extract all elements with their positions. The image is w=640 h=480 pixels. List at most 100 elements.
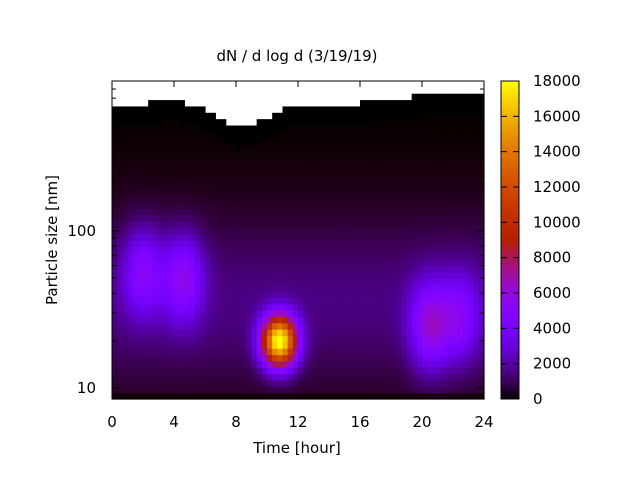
heatmap-cell [396,182,402,190]
heatmap-cell [272,316,278,324]
heatmap-cell [442,278,449,286]
heatmap-cell [401,214,408,222]
heatmap-cell [174,195,180,203]
heatmap-cell [422,246,428,254]
heatmap-cell [396,150,402,158]
heatmap-cell [199,138,206,146]
heatmap-cell [153,214,160,222]
heatmap-cell [153,322,160,330]
heatmap-cell [194,220,201,228]
heatmap-cell [360,246,366,254]
heatmap-cell [282,170,289,177]
heatmap-cell [267,240,273,247]
heatmap-cell [168,150,175,158]
heatmap-cell [112,220,118,228]
heatmap-cell [236,227,242,235]
heatmap-cell [122,316,129,324]
heatmap-cell [117,170,123,177]
heatmap-cell [158,100,165,108]
heatmap-cell [334,131,340,139]
heatmap-cell [396,316,402,324]
heatmap-cell [220,208,227,216]
heatmap-cell [396,233,402,241]
heatmap-cell [194,189,201,197]
heatmap-cell [442,322,449,330]
heatmap-cell [313,348,320,356]
heatmap-cell [210,392,216,400]
heatmap-cell [401,144,408,152]
heatmap-cell [308,240,315,247]
heatmap-cell [184,189,191,197]
heatmap-cell [380,290,387,298]
heatmap-cell [370,367,377,375]
heatmap-cell [354,150,361,158]
heatmap-cell [344,290,351,298]
heatmap-cell [287,379,294,387]
heatmap-cell [385,131,392,139]
heatmap-cell [282,348,289,356]
heatmap-cell [137,373,144,381]
heatmap-cell [272,214,278,222]
heatmap-cell [184,119,191,127]
heatmap-cell [122,157,129,165]
heatmap-cell [396,367,402,375]
heatmap-cell [277,259,284,267]
heatmap-cell [179,297,185,305]
heatmap-cell [442,195,449,203]
heatmap-cell [174,367,180,375]
heatmap-cell [267,182,273,190]
heatmap-cell [380,189,387,197]
heatmap-cell [422,379,428,387]
heatmap-cell [168,297,175,305]
heatmap-cell [458,259,464,267]
heatmap-cell [360,119,366,127]
heatmap-cell [349,208,356,216]
heatmap-cell [432,100,439,108]
heatmap-cell [148,214,154,222]
heatmap-cell [236,392,242,400]
heatmap-cell [427,309,433,317]
heatmap-cell [143,354,149,362]
heatmap-cell [189,252,196,260]
heatmap-cell [189,182,196,190]
heatmap-cell [453,246,459,254]
heatmap-cell [329,112,335,120]
heatmap-cell [344,112,351,120]
heatmap-cell [236,386,242,394]
heatmap-cell [406,170,413,177]
heatmap-cell [230,240,237,247]
heatmap-cell [256,367,263,375]
heatmap-cell [375,131,382,139]
heatmap-cell [303,379,309,387]
heatmap-cell [189,348,196,356]
heatmap-cell [267,271,273,279]
heatmap-cell [256,220,263,228]
heatmap-cell [339,329,346,336]
heatmap-cell [463,195,470,203]
heatmap-cell [194,335,201,343]
heatmap-cell [308,329,315,336]
heatmap-cell [303,271,309,279]
heatmap-cell [210,170,216,177]
heatmap-cell [122,163,129,171]
heatmap-cell [122,271,129,279]
heatmap-cell [267,252,273,260]
heatmap-cell [117,392,123,400]
heatmap-cell [375,271,382,279]
heatmap-cell [453,265,459,273]
heatmap-cell [205,112,211,120]
heatmap-cell [396,309,402,317]
heatmap-cell [189,195,196,203]
heatmap-cell [153,125,160,133]
heatmap-cell [230,176,237,184]
heatmap-cell [375,278,382,286]
heatmap-cell [261,214,268,222]
heatmap-cell [365,195,371,203]
heatmap-cell [112,303,118,311]
heatmap-cell [174,182,180,190]
heatmap-cell [168,379,175,387]
heatmap-cell [298,157,304,165]
heatmap-cell [153,284,160,292]
heatmap-cell [168,360,175,368]
heatmap-cell [334,220,340,228]
